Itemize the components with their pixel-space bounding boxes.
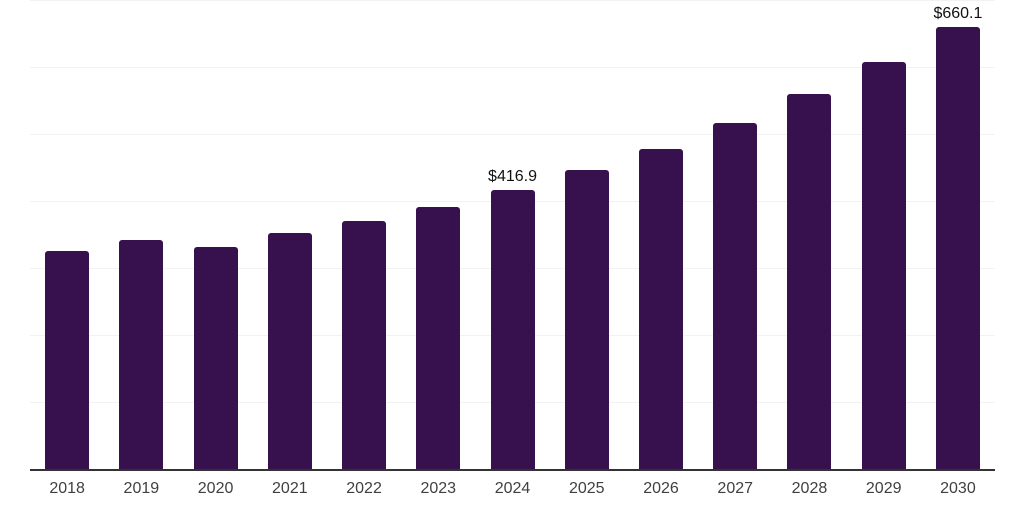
x-axis-tick-labels: 2018 2019 2020 2021 2022 2023 2024 2025 2026 2027… — [30, 479, 995, 499]
bar-2025 — [564, 170, 609, 469]
x-tick-label-2030: 2030 — [940, 480, 976, 497]
x-tick-label-2019: 2019 — [123, 480, 160, 497]
bar-slot-2027 — [698, 0, 772, 469]
bar-slot-2020 — [178, 0, 252, 469]
bar-slot-2026 — [624, 0, 698, 469]
bar-slot-2028 — [772, 0, 846, 469]
plot-area: $416.9 $660.1 — [30, 0, 995, 471]
gridline — [30, 134, 995, 135]
bar-slot-2024: $416.9 — [475, 0, 549, 469]
bar-slot-2021 — [253, 0, 327, 469]
bar-2023 — [416, 207, 461, 469]
x-tick-label-2023: 2023 — [420, 480, 457, 497]
bar-slot-2018 — [30, 0, 104, 469]
gridline — [30, 67, 995, 68]
x-tick-label-2028: 2028 — [791, 480, 828, 497]
x-axis-line — [30, 469, 995, 471]
bar-value-label-2024: $416.9 — [488, 168, 537, 185]
bar-slot-2019 — [104, 0, 178, 469]
bar-2022 — [342, 221, 387, 469]
x-tick-label-2018: 2018 — [49, 480, 85, 497]
bar-slot-2030: $660.1 — [921, 0, 995, 469]
bar-2024 — [490, 190, 535, 469]
bar-2021 — [267, 233, 312, 469]
x-tick-label-2027: 2027 — [717, 480, 754, 497]
bar-2029 — [861, 62, 906, 469]
bar-2019 — [119, 240, 164, 469]
bar-series: $416.9 $660.1 — [30, 0, 995, 469]
bar-2018 — [45, 251, 90, 469]
x-tick-label-2029: 2029 — [865, 480, 902, 497]
bar-2030 — [935, 27, 980, 469]
x-tick-label-2024: 2024 — [494, 480, 531, 497]
gridline — [30, 0, 995, 1]
x-tick-label-2025: 2025 — [568, 480, 605, 497]
x-tick-label-2022: 2022 — [346, 480, 382, 497]
bar-2028 — [787, 94, 832, 469]
bar-value-label-2030: $660.1 — [933, 5, 983, 22]
x-tick-label-2021: 2021 — [272, 480, 308, 497]
bar-slot-2022 — [327, 0, 401, 469]
bar-slot-2025 — [550, 0, 624, 469]
x-tick-label-2020: 2020 — [197, 480, 234, 497]
bar-slot-2023 — [401, 0, 475, 469]
bar-2027 — [713, 123, 758, 469]
bar-2026 — [638, 149, 683, 469]
bar-slot-2029 — [847, 0, 921, 469]
x-tick-label-2026: 2026 — [643, 480, 679, 497]
bar-2020 — [193, 247, 238, 469]
